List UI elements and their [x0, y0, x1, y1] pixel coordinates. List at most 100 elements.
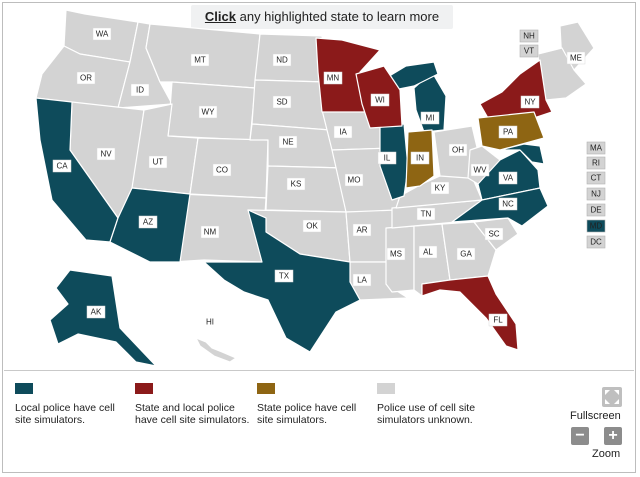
state-label-text: NV [100, 150, 112, 159]
state-fl[interactable] [421, 275, 519, 351]
state-label-box [190, 53, 210, 67]
state-label-oh: OH [448, 143, 468, 157]
state-label-text: IL [384, 154, 391, 163]
state-hi[interactable] [195, 337, 237, 363]
legend-state-and-local-label: State and local police have cell site si… [135, 402, 250, 426]
state-label-box [352, 223, 372, 237]
state-label-il: IL [377, 151, 397, 165]
state-label-box [520, 95, 540, 109]
state-label-wa: WA [92, 27, 112, 41]
state-label-text: PA [503, 128, 514, 137]
state-label-box [130, 83, 150, 97]
state-label-box [352, 273, 372, 287]
state-ny[interactable] [479, 59, 553, 119]
state-square-box [519, 29, 539, 43]
state-square-text: VT [524, 47, 534, 56]
state-label-wv: WV [470, 163, 490, 177]
state-label-box [566, 51, 586, 65]
state-label-box [377, 151, 397, 165]
state-label-box [272, 53, 292, 67]
state-label-box [198, 105, 218, 119]
fullscreen-button[interactable] [602, 387, 622, 407]
state-square-ct[interactable]: CT [586, 171, 606, 185]
state-label-text: AL [423, 248, 433, 257]
fullscreen-icon [605, 390, 619, 404]
state-label-box [278, 135, 298, 149]
state-label-tn: TN [416, 207, 436, 221]
state-label-text: AZ [143, 218, 153, 227]
state-label-box [148, 155, 168, 169]
state-label-text: CO [216, 166, 228, 175]
legend-unknown-label: Police use of cell site simulators unkno… [377, 402, 476, 426]
state-square-nj[interactable]: NJ [586, 187, 606, 201]
state-label-az: AZ [138, 215, 158, 229]
state-label-box [456, 247, 476, 261]
state-label-box [286, 177, 306, 191]
state-label-text: OK [306, 222, 318, 231]
state-label-box [386, 247, 406, 261]
state-label-text: IA [339, 128, 347, 137]
state-label-text: TN [421, 210, 432, 219]
state-label-box [96, 147, 116, 161]
state-label-box [410, 151, 430, 165]
state-label-text: IN [416, 154, 424, 163]
state-label-ms: MS [386, 247, 406, 261]
state-square-text: DC [590, 238, 602, 247]
state-ks[interactable] [265, 165, 347, 213]
state-label-text: NM [204, 228, 217, 237]
state-label-sc: SC [484, 227, 504, 241]
legend-state-police-swatch [257, 383, 275, 394]
state-square-de[interactable]: DE [586, 203, 606, 217]
state-label-box [418, 245, 438, 259]
state-square-vt[interactable]: VT [519, 44, 539, 58]
state-label-box [488, 313, 508, 327]
state-label-ak: AK [86, 305, 106, 319]
state-label-in: IN [410, 151, 430, 165]
zoom-out-button[interactable]: − [571, 427, 589, 445]
state-label-box [370, 93, 390, 107]
state-label-box [76, 71, 96, 85]
state-label-nm: NM [200, 225, 220, 239]
state-square-text: MA [590, 144, 603, 153]
state-label-va: VA [498, 171, 518, 185]
state-label-mi: MI [420, 111, 440, 125]
fullscreen-label: Fullscreen [570, 410, 621, 422]
state-label-box [498, 125, 518, 139]
state-square-box [586, 235, 606, 249]
state-label-nv: NV [96, 147, 116, 161]
state-label-text: KY [435, 184, 446, 193]
state-square-box [586, 141, 606, 155]
state-square-md[interactable]: MD [586, 219, 606, 233]
state-label-text: AK [91, 308, 102, 317]
state-square-dc[interactable]: DC [586, 235, 606, 249]
state-label-box [274, 269, 294, 283]
state-label-tx: TX [274, 269, 294, 283]
state-square-text: MD [590, 222, 603, 231]
state-square-nh[interactable]: NH [519, 29, 539, 43]
state-label-box [138, 215, 158, 229]
state-label-box [430, 181, 450, 195]
legend-state-police: State police have cell site simulators. [257, 383, 369, 426]
zoom-in-button[interactable]: + [604, 427, 622, 445]
state-label-text: WA [96, 30, 109, 39]
state-label-ga: GA [456, 247, 476, 261]
state-label-text: CA [56, 162, 68, 171]
instruction-text: any highlighted state to learn more [236, 9, 440, 24]
state-label-text: AR [356, 226, 367, 235]
click-link[interactable]: Click [204, 9, 236, 24]
state-label-wi: WI [370, 93, 390, 107]
legend-local-label: Local police have cell site simulators. [15, 402, 115, 426]
state-label-ne: NE [278, 135, 298, 149]
state-label-ks: KS [286, 177, 306, 191]
state-square-text: DE [590, 206, 601, 215]
state-label-box [302, 219, 322, 233]
state-square-ri[interactable]: RI [586, 156, 606, 170]
state-label-box [416, 207, 436, 221]
state-label-text: ME [570, 54, 582, 63]
state-label-ar: AR [352, 223, 372, 237]
state-label-me: ME [566, 51, 586, 65]
state-label-text: FL [493, 316, 503, 325]
state-square-ma[interactable]: MA [586, 141, 606, 155]
state-label-text: UT [153, 158, 164, 167]
state-label-text: WI [375, 96, 385, 105]
